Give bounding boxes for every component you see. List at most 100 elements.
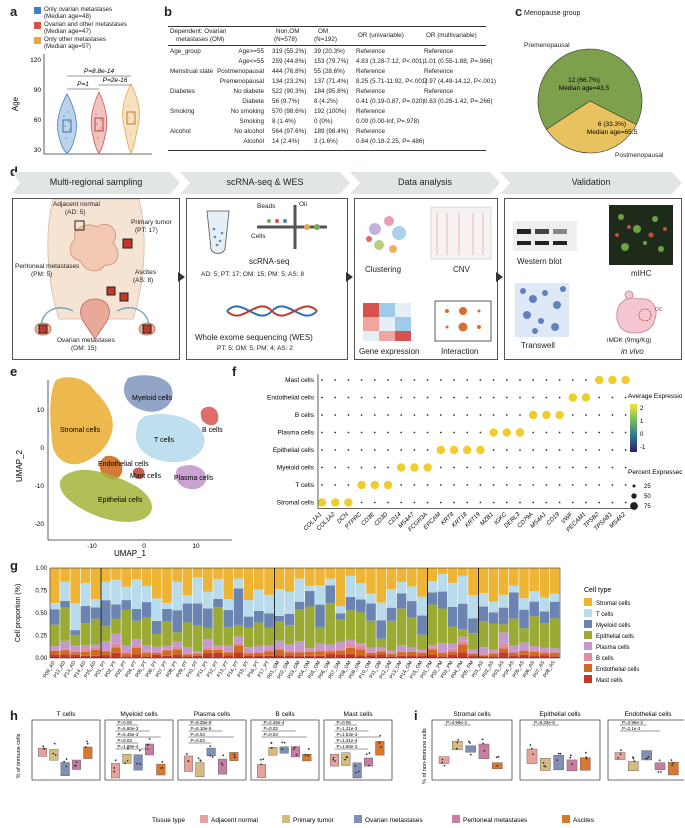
- point: [542, 761, 545, 764]
- dot: [598, 484, 601, 486]
- site-peritoneal-n: (PM: 5): [31, 271, 53, 278]
- dot: [453, 484, 455, 486]
- bar-segment: [315, 643, 325, 651]
- dot: [545, 484, 548, 486]
- table-cell: 444 (76.8%): [272, 68, 307, 75]
- bar-segment: [509, 650, 519, 654]
- cluster-label: B cells: [202, 427, 223, 434]
- bar-segment: [101, 626, 111, 642]
- bar-segment: [243, 568, 254, 601]
- legend-swatch: [282, 815, 290, 823]
- dot: [347, 379, 350, 381]
- legend-label: Epithelial cells: [596, 634, 634, 640]
- step-chevron-1: Multi-regional sampling: [12, 172, 180, 194]
- table-cell: No alcohol: [234, 128, 264, 135]
- ytick: 0: [40, 445, 44, 452]
- bar-segment: [356, 583, 366, 600]
- dot: [466, 431, 469, 434]
- cells-label: Cells: [251, 233, 266, 240]
- bar-segment: [101, 650, 111, 652]
- dot: [515, 428, 525, 437]
- bar-segment: [264, 627, 274, 646]
- point: [43, 748, 46, 751]
- bar-segment: [141, 656, 152, 658]
- dot: [321, 396, 323, 399]
- bar-segment: [101, 641, 111, 651]
- gene-label: KRT19: [464, 511, 482, 529]
- point: [495, 756, 498, 759]
- bar-segment: [111, 618, 121, 634]
- bar-segment: [243, 600, 254, 617]
- dot: [413, 501, 416, 504]
- bar-segment: [529, 646, 539, 651]
- bar-segment: [356, 655, 366, 658]
- bar-segment: [172, 581, 182, 611]
- bar-segment: [488, 651, 499, 654]
- dot: [334, 484, 337, 486]
- site-adjacent-normal-n: (AD: 5): [65, 209, 86, 216]
- point: [222, 754, 225, 757]
- bar-segment: [498, 632, 509, 644]
- bar-segment: [509, 656, 519, 658]
- bar-segment: [131, 568, 142, 580]
- ytick: 10: [37, 407, 45, 414]
- bar-segment: [519, 654, 529, 658]
- bar-segment: [172, 632, 182, 642]
- cluster-mast: [132, 467, 145, 479]
- validation-box: Western blot mIHC Transwell iMDK (9mg/Kg…: [504, 198, 682, 360]
- bar-segment: [458, 575, 468, 604]
- pval: P=1: [77, 81, 89, 88]
- dot: [611, 396, 614, 399]
- xtick: 0: [142, 543, 146, 550]
- bar-segment: [162, 655, 172, 658]
- analysis-gene-expression: Gene expression: [359, 347, 420, 356]
- box: [49, 749, 59, 761]
- scale-tick: 1: [640, 419, 644, 425]
- point: [146, 743, 149, 746]
- table-cell: 522 (90.3%): [272, 88, 307, 95]
- legend-swatch: [584, 653, 592, 661]
- point: [136, 762, 138, 765]
- bar-segment: [366, 603, 376, 621]
- point: [233, 753, 236, 756]
- table-cell: 39 (20.3%): [314, 48, 345, 55]
- bar-segment: [325, 578, 335, 586]
- point: [620, 749, 622, 752]
- dot: [387, 431, 389, 434]
- umap-xlabel: UMAP_1: [114, 549, 147, 558]
- dot: [542, 410, 551, 420]
- bar-segment: [121, 586, 131, 601]
- bar-segment: [458, 568, 468, 576]
- bar-segment: [60, 640, 70, 649]
- site-adjacent-normal: Adjacent normal: [53, 201, 100, 208]
- cluster-label: Epithelial cells: [98, 497, 143, 504]
- bar-segment: [447, 582, 458, 607]
- table-row: Premenopausal 134 (23.2%) 137 (71.4%) 8.25 …: [168, 78, 496, 88]
- bar-segment: [335, 619, 346, 642]
- bar-segment: [101, 655, 111, 658]
- bar-segment: [50, 654, 60, 658]
- dot: [624, 484, 627, 486]
- bar-segment: [264, 649, 274, 652]
- table-cell: Alcohol: [170, 128, 191, 135]
- bar-segment: [417, 568, 427, 597]
- point: [293, 746, 296, 749]
- bar-segment: [468, 652, 478, 654]
- point: [441, 758, 444, 761]
- bar-segment: [447, 648, 458, 652]
- cluster-t: [136, 414, 205, 463]
- bar-segment: [50, 650, 60, 655]
- row-label: Plasma cells: [278, 430, 315, 437]
- point: [292, 748, 295, 751]
- bar-segment: [549, 618, 560, 649]
- bar-segment: [427, 647, 437, 650]
- dot: [611, 466, 614, 469]
- bar-segment: [549, 651, 560, 653]
- bar-segment: [305, 568, 315, 586]
- subpanel-frame: [250, 719, 320, 781]
- bar-segment: [192, 650, 203, 653]
- th: OR (multivariable): [426, 32, 477, 39]
- dot: [585, 466, 587, 469]
- scale-tick: 0: [640, 432, 644, 438]
- bar-segment: [386, 589, 397, 608]
